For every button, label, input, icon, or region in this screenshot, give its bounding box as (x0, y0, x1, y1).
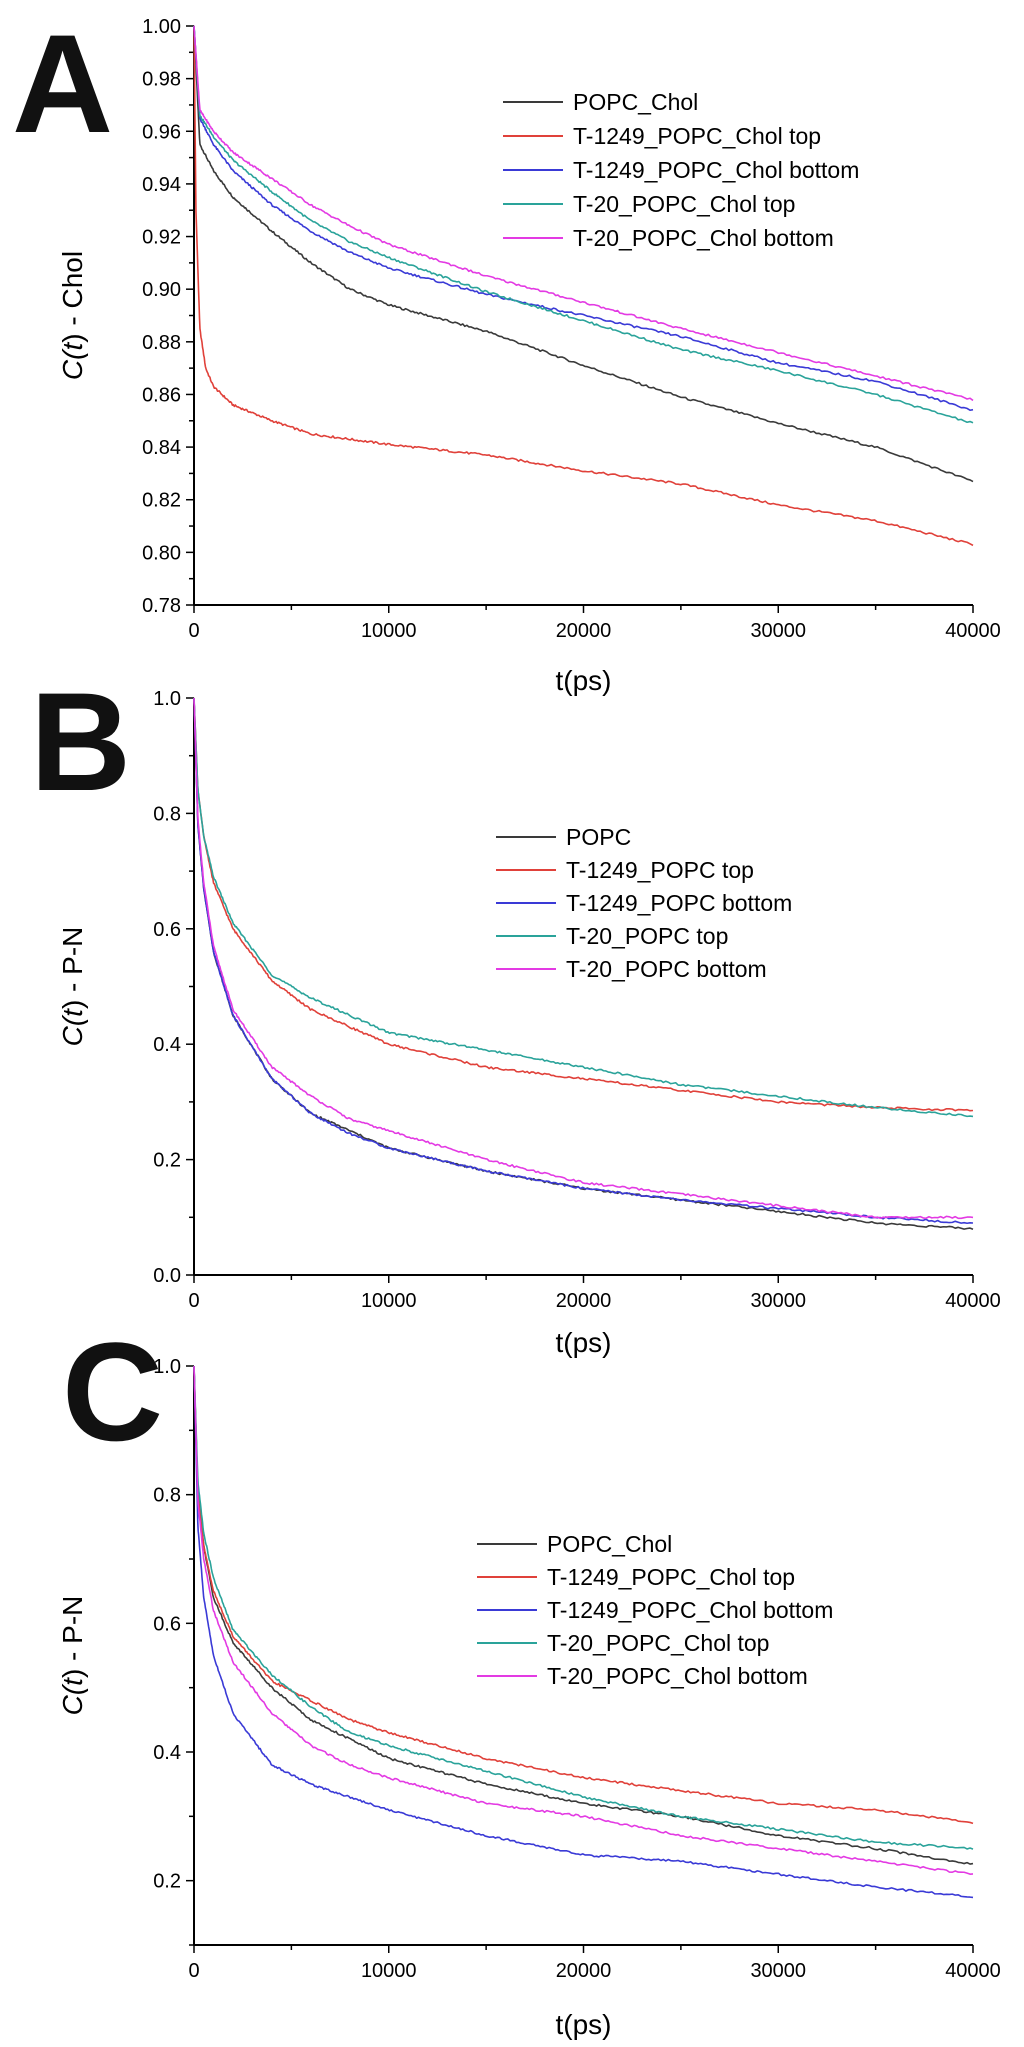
x-tick-label: 30000 (750, 1960, 806, 1982)
series-line-1 (193, 1365, 974, 1865)
y-tick-label: 0.80 (142, 542, 181, 564)
legend-label: POPC (566, 824, 631, 850)
y-tick-label: 0.4 (153, 1742, 181, 1764)
x-axis-title: t(ps) (556, 2009, 612, 2040)
series-line-5 (193, 697, 974, 1220)
y-axis-title-part: t (57, 342, 88, 351)
x-tick-label: 30000 (750, 1290, 806, 1312)
legend-label: T-1249_POPC_Chol top (573, 123, 821, 149)
y-axis-title-part: t (57, 1008, 88, 1017)
y-tick-label: 0.96 (142, 121, 181, 143)
y-tick-label: 0.86 (142, 384, 181, 406)
x-tick-label: 40000 (945, 1960, 1001, 1982)
y-tick-label: 0.92 (142, 227, 181, 249)
legend-label: T-20_POPC top (566, 923, 728, 949)
y-tick-label: 0.78 (142, 595, 181, 617)
y-tick-label: 1.0 (153, 688, 181, 710)
legend-label: T-20_POPC_Chol top (573, 191, 795, 217)
x-tick-label: 40000 (945, 1290, 1001, 1312)
series-line-3 (193, 697, 974, 1225)
legend: POPC T-1249_POPC top T-1249_POPC bottom T-2… (496, 824, 792, 982)
y-tick-label: 0.88 (142, 332, 181, 354)
y-axis-title-part: C( (57, 348, 88, 380)
y-tick-label: 0.2 (153, 1150, 181, 1172)
legend-label: T-1249_POPC top (566, 857, 754, 883)
series-line-2 (193, 25, 974, 547)
legend-label: T-1249_POPC bottom (566, 890, 792, 916)
legend: POPC_Chol T-1249_POPC_Chol top T-1249_POPC… (477, 1531, 833, 1689)
series-line-4 (193, 25, 974, 424)
y-tick-label: 0.2 (153, 1871, 181, 1893)
legend-label: T-20_POPC_Chol bottom (573, 225, 834, 251)
series-line-4 (193, 697, 974, 1118)
x-tick-label: 10000 (361, 1290, 417, 1312)
y-axis-title: C(t) - P-N (57, 1596, 88, 1716)
x-tick-label: 30000 (750, 620, 806, 642)
y-axis-title-part: ) - Chol (57, 251, 88, 343)
y-tick-label: 0.90 (142, 279, 181, 301)
x-tick-label: 40000 (945, 620, 1001, 642)
series-line-2 (193, 1365, 974, 1825)
y-axis-title-part: ) - P-N (57, 927, 88, 1009)
y-tick-label: 0.8 (153, 1485, 181, 1507)
chart-a: 0 10000 20000 30000 40000 0.78 0.80 0.82 0.84 0.8… (57, 16, 1001, 696)
y-tick-label: 0.8 (153, 803, 181, 825)
y-axis-title-part: ) - P-N (57, 1596, 88, 1678)
y-tick-label: 0.82 (142, 490, 181, 512)
legend-label: POPC_Chol (573, 89, 698, 115)
chart-b: 0 10000 20000 30000 40000 0.0 0.2 0.4 0.6 0.8 1.0 t… (57, 688, 1001, 1358)
y-axis-title-part: t (57, 1677, 88, 1686)
y-axis-title: C(t) - Chol (57, 251, 88, 380)
chart-c: 0 10000 20000 30000 40000 0.2 0.4 0.6 0.8 1.0 t(ps… (57, 1356, 1001, 2040)
x-tick-label: 0 (188, 620, 199, 642)
legend-label: POPC_Chol (547, 1531, 672, 1557)
y-axis-title: C(t) - P-N (57, 927, 88, 1047)
series-line-2 (193, 697, 974, 1112)
y-tick-label: 0.98 (142, 69, 181, 91)
legend-label: T-20_POPC_Chol top (547, 1630, 769, 1656)
y-tick-label: 0.94 (142, 174, 181, 196)
y-tick-label: 0.0 (153, 1265, 181, 1287)
y-tick-label: 1.00 (142, 16, 181, 38)
legend-label: T-1249_POPC_Chol top (547, 1564, 795, 1590)
y-axis-title-part: C( (57, 1014, 88, 1046)
series-line-3 (193, 1365, 974, 1899)
panel-letter-c: C (62, 1313, 163, 1470)
x-tick-label: 0 (188, 1960, 199, 1982)
x-tick-label: 10000 (361, 620, 417, 642)
y-tick-label: 1.0 (153, 1356, 181, 1378)
legend-label: T-1249_POPC_Chol bottom (547, 1597, 833, 1623)
legend-label: T-1249_POPC_Chol bottom (573, 157, 859, 183)
legend-label: T-20_POPC_Chol bottom (547, 1663, 808, 1689)
x-tick-label: 20000 (556, 620, 612, 642)
series-line-1 (193, 25, 974, 483)
x-tick-label: 0 (188, 1290, 199, 1312)
y-tick-label: 0.84 (142, 437, 181, 459)
x-axis-title: t(ps) (556, 665, 612, 696)
series-line-5 (193, 25, 974, 402)
series-line-3 (193, 25, 974, 412)
legend: POPC_Chol T-1249_POPC_Chol top T-1249_POPC… (503, 89, 859, 251)
x-axis-title: t(ps) (556, 1327, 612, 1358)
x-tick-label: 10000 (361, 1960, 417, 1982)
series-line-4 (193, 1365, 974, 1850)
x-tick-label: 20000 (556, 1960, 612, 1982)
legend-label: T-20_POPC bottom (566, 956, 767, 982)
y-axis-title-part: C( (57, 1683, 88, 1715)
panel-letter-b: B (30, 663, 131, 820)
series-line-5 (193, 1365, 974, 1875)
panel-letter-a: A (12, 5, 113, 162)
y-tick-label: 0.6 (153, 1613, 181, 1635)
y-tick-label: 0.4 (153, 1034, 181, 1056)
x-tick-label: 20000 (556, 1290, 612, 1312)
y-tick-label: 0.6 (153, 919, 181, 941)
